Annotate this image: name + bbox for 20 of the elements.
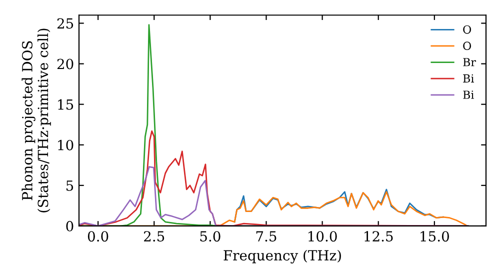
legend-label: Bi (463, 90, 474, 99)
legend-label: Bi (463, 74, 474, 82)
y-tick-label: 5 (66, 180, 74, 191)
y-tick-label: 10 (58, 140, 74, 150)
x-tick-label: 0.0 (88, 231, 108, 242)
y-tick-label: 20 (57, 58, 74, 70)
legend-label: O (463, 42, 472, 50)
y-tick-label: 0 (66, 220, 74, 232)
x-tick-label: 5.0 (200, 231, 220, 242)
x-tick-label: 2.5 (144, 231, 164, 242)
x-tick-label: 10.0 (308, 231, 337, 242)
x-tick-label: 15.0 (420, 231, 449, 242)
legend-label: Br (463, 58, 476, 66)
x-axis-title: Frequency (THz) (224, 250, 341, 264)
legend-label: O (463, 25, 472, 34)
x-tick-label: 7.5 (256, 231, 276, 242)
y-tick-label: 25 (57, 18, 74, 29)
y-axis-title: Phonon projected DOS (States/THz·primitive cell) (22, 28, 51, 212)
y-tick-label: 15 (58, 99, 74, 110)
x-tick-label: 12.5 (364, 231, 393, 242)
